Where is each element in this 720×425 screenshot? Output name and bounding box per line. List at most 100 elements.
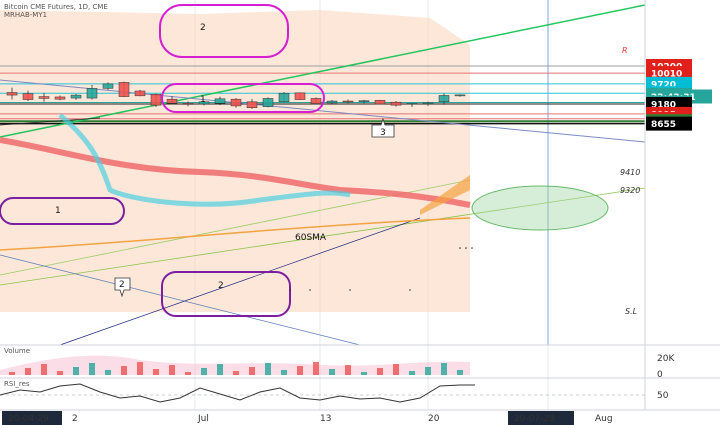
green-channel-line (0, 187, 646, 286)
candle-body (246, 101, 258, 109)
price-tag-text: 9180 (651, 101, 676, 111)
candle-body (166, 98, 178, 104)
volume-bar (329, 369, 335, 375)
green-ellipse (471, 185, 609, 231)
red-ma-band (0, 137, 471, 208)
marker-r: R (622, 46, 628, 55)
volume-bar (345, 365, 351, 375)
blue-downtrend (0, 254, 361, 346)
candle-body (358, 100, 370, 102)
price-tag-text: 8655 (651, 120, 676, 130)
volume-bar (265, 363, 271, 375)
candle-body (342, 100, 354, 103)
candle (54, 95, 66, 101)
volume-bar (409, 371, 415, 375)
candle-body (294, 92, 306, 100)
volume-bar (73, 367, 79, 375)
date-label-text: 20-07-29 (514, 414, 555, 424)
candle (278, 92, 290, 103)
volume-bar (201, 368, 207, 375)
candle (390, 101, 402, 107)
dot-marker (289, 289, 291, 291)
candle (374, 99, 386, 105)
candle-body (22, 93, 34, 100)
candle-body (70, 94, 82, 99)
dot-marker (471, 247, 473, 249)
volume-bar (393, 364, 399, 375)
volume-bar (137, 362, 143, 375)
annotation-1-left: 1 (55, 206, 61, 216)
volume-bar (185, 372, 191, 375)
candle-body (102, 83, 114, 89)
annotation-2-top: 2 (200, 23, 206, 33)
price-tag (646, 66, 692, 81)
annotation-1-top: 1 (200, 95, 206, 105)
candle (102, 82, 114, 90)
candle-body (150, 94, 162, 106)
black-segment (0, 117, 101, 126)
date-label-box (2, 411, 62, 425)
volume-bar (121, 366, 127, 375)
volume-tick: 20K (657, 354, 675, 364)
level-9410: 9410 (620, 168, 640, 177)
volume-bar (57, 371, 63, 375)
volume-bar (233, 371, 239, 375)
candle (262, 97, 274, 108)
chart-title: Bitcoin CME Futures, 1D, CME (4, 3, 108, 11)
candle-body (422, 102, 434, 105)
rsi-label: RSI_res (4, 380, 30, 388)
candle (6, 87, 18, 100)
volume-bar (441, 363, 447, 375)
volume-bar (105, 370, 111, 375)
candle-body (326, 100, 338, 104)
dot-marker (409, 289, 411, 291)
candle-body (278, 92, 290, 103)
callout-2b (114, 277, 131, 298)
candle (166, 96, 178, 105)
candle-body (262, 98, 274, 107)
volume-bar (377, 368, 383, 375)
candle (150, 93, 162, 108)
volume-bar (25, 368, 31, 375)
volume-bar (361, 372, 367, 375)
candle-body (6, 92, 18, 96)
marker-sl: S.L (625, 307, 637, 316)
candle (182, 101, 194, 107)
x-tick: 2 (72, 414, 78, 424)
volume-bar (457, 370, 463, 375)
volume-tick: 0 (657, 370, 663, 380)
candle-body (310, 98, 322, 104)
candle (38, 92, 50, 102)
volume-bar (89, 363, 95, 375)
forecast-cloud (0, 10, 470, 312)
volume-bar (281, 370, 287, 375)
magenta-circle-2 (159, 4, 289, 58)
callout-3 (371, 117, 395, 138)
candle-body (38, 96, 50, 99)
candle (70, 93, 82, 100)
candle (438, 93, 450, 105)
candle-body (214, 98, 226, 104)
candle-body (182, 103, 194, 105)
volume-ma-area (0, 355, 470, 375)
volume-bar (41, 364, 47, 375)
volume-label: Volume (4, 347, 30, 355)
candle (118, 81, 130, 97)
candle (358, 99, 370, 104)
candle (230, 98, 242, 108)
candle-body (406, 103, 418, 105)
dot-marker (465, 247, 467, 249)
candle-body (86, 88, 98, 99)
price-tag-text: 10010 (651, 70, 682, 80)
candle (134, 89, 146, 97)
candle (342, 99, 354, 104)
candle (198, 101, 210, 106)
candle-body (198, 101, 210, 105)
date-label-box (508, 411, 574, 425)
annotation-2-diag: 2 (119, 280, 125, 290)
candle-body (230, 98, 242, 107)
candle-body (54, 96, 66, 100)
dot-marker (349, 289, 351, 291)
